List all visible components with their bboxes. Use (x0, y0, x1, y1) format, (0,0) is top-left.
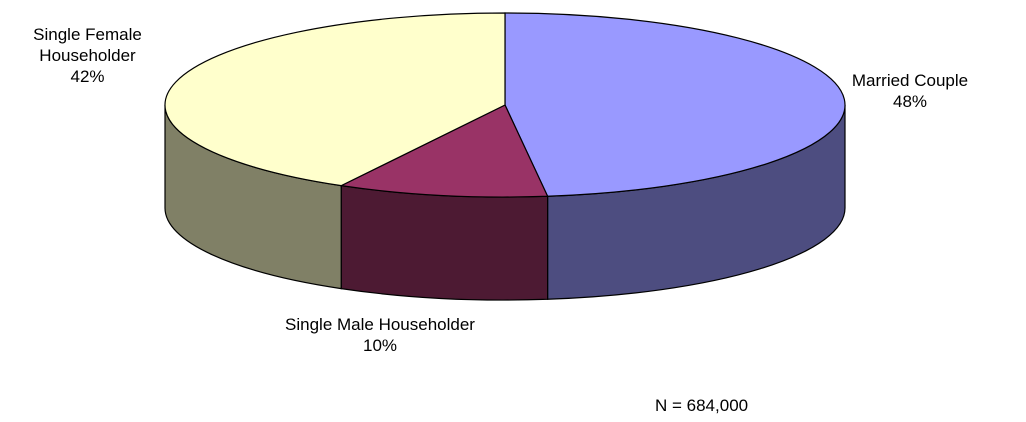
slice-label: Married Couple 48% (810, 70, 1010, 112)
slice (164, 12, 506, 187)
slice (339, 104, 549, 198)
annotation: N = 684,000 (655, 396, 749, 415)
category-label: Single Female Householder (33, 25, 142, 65)
slice-side (340, 184, 549, 301)
slice-label: Single Female Householder 42% (0, 24, 175, 87)
category-label: Married Couple (851, 71, 969, 90)
value-label: 48% (892, 92, 928, 111)
value-label: 10% (362, 336, 398, 355)
slice-label: Single Male Householder 10% (210, 314, 550, 356)
value-label: 42% (70, 67, 105, 86)
category-label: Single Male Householder (285, 315, 475, 334)
slice (504, 12, 846, 197)
